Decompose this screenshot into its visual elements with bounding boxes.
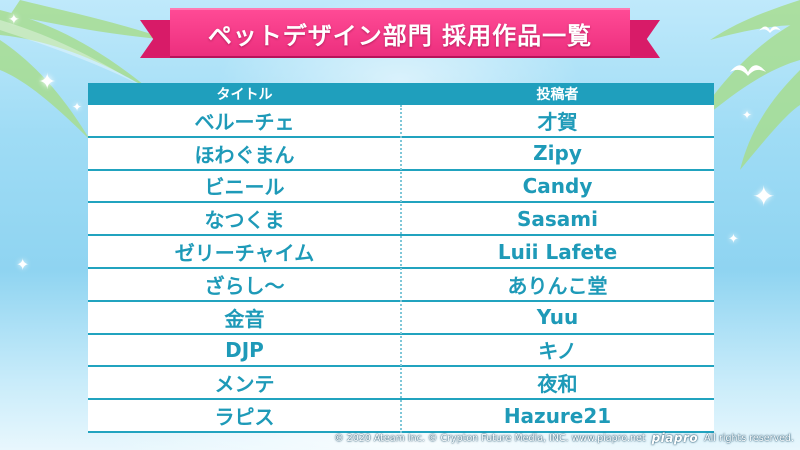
author-name: Luii Lafete xyxy=(497,239,618,264)
title-banner: ペットデザイン部門 採用作品一覧 xyxy=(140,4,660,64)
rights-text: All rights reserved. xyxy=(704,432,794,444)
work-title: DJP xyxy=(225,337,264,362)
work-title: ざらし〜 xyxy=(204,273,285,298)
table-header: タイトル 投稿者 xyxy=(88,83,714,105)
author-name: Candy xyxy=(522,173,593,198)
sparkle-icon: ✦ xyxy=(72,100,83,114)
author-name: 夜和 xyxy=(537,372,578,397)
palm-leaf-left-decoration xyxy=(0,0,170,140)
seagull-icon xyxy=(759,26,781,33)
sparkle-icon: ✦ xyxy=(752,180,776,213)
column-header-author: 投稿者 xyxy=(536,87,579,103)
sparkle-icon: ✦ xyxy=(728,232,739,247)
palm-leaf-right-decoration xyxy=(690,0,800,170)
results-table: タイトル 投稿者 ベルーチェ 才賀 ほわぐまん Zipy ビニール Candy … xyxy=(88,83,714,433)
author-name: キノ xyxy=(538,339,577,364)
sparkle-icon: ✦ xyxy=(38,70,57,95)
work-title: ベルーチェ xyxy=(194,109,295,134)
sparkle-icon: ✦ xyxy=(742,108,753,122)
work-title: ほわぐまん xyxy=(194,142,295,167)
author-name: Yuu xyxy=(536,305,579,330)
work-title: ビニール xyxy=(204,175,285,200)
sparkle-icon: ✦ xyxy=(16,255,30,274)
column-header-title: タイトル xyxy=(216,87,273,103)
work-title: メンテ xyxy=(214,372,275,397)
author-name: Zipy xyxy=(533,141,582,166)
work-title: ラピス xyxy=(214,405,275,430)
page-title: ペットデザイン部門 採用作品一覧 xyxy=(207,21,593,50)
copyright-footer: © 2020 Ateam Inc. © Crypton Future Media… xyxy=(334,430,794,446)
author-name: ありんこ堂 xyxy=(507,273,608,298)
work-title: なつくま xyxy=(204,208,285,233)
author-name: 才賀 xyxy=(537,109,578,134)
seagull-icon xyxy=(730,65,766,76)
sparkle-icon: ✦ xyxy=(8,12,20,28)
copyright-text: © 2020 Ateam Inc. © Crypton Future Media… xyxy=(334,432,646,444)
banner-body: ペットデザイン部門 採用作品一覧 xyxy=(170,8,630,58)
column-divider xyxy=(400,105,402,433)
work-title: ゼリーチャイム xyxy=(174,241,315,266)
author-name: Hazure21 xyxy=(503,403,612,428)
piapro-logo: piapro xyxy=(651,431,699,445)
work-title: 金音 xyxy=(224,306,265,331)
author-name: Sasami xyxy=(517,206,598,231)
